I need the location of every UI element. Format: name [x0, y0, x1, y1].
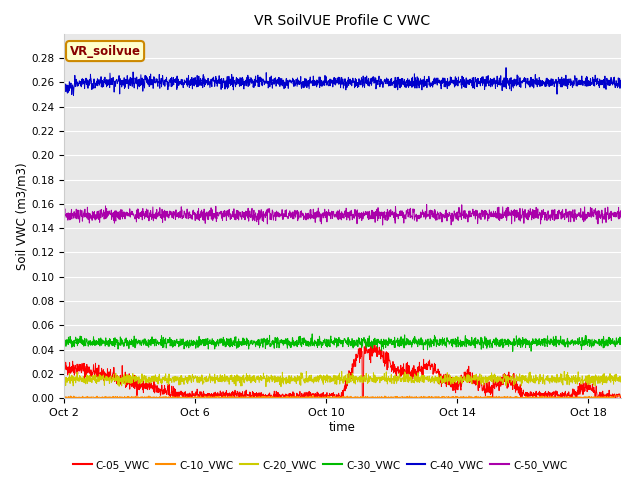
X-axis label: time: time: [329, 421, 356, 434]
C-30_VWC: [316, 339, 324, 345]
C-40_VWC: [89, 85, 97, 91]
C-20_VWC: [602, 380, 609, 385]
C-30_VWC: [331, 337, 339, 343]
C-40_VWC: [316, 74, 324, 80]
C-30_VWC: [601, 343, 609, 349]
C-20_VWC: [316, 372, 324, 378]
C-05_VWC: [371, 340, 379, 346]
C-20_VWC: [331, 381, 339, 387]
C-30_VWC: [499, 343, 506, 349]
C-50_VWC: [601, 211, 609, 216]
C-30_VWC: [308, 331, 316, 337]
C-40_VWC: [502, 65, 510, 71]
C-40_VWC: [331, 75, 339, 81]
C-20_VWC: [601, 376, 609, 382]
C-05_VWC: [60, 363, 68, 369]
C-05_VWC: [499, 382, 507, 388]
C-10_VWC: [89, 394, 97, 400]
C-05_VWC: [166, 396, 174, 401]
C-05_VWC: [601, 393, 609, 398]
C-10_VWC: [317, 395, 324, 400]
C-30_VWC: [617, 335, 625, 340]
C-40_VWC: [602, 74, 609, 80]
C-50_VWC: [379, 222, 387, 228]
C-20_VWC: [499, 378, 507, 384]
C-10_VWC: [310, 393, 317, 398]
C-05_VWC: [331, 394, 339, 400]
C-40_VWC: [60, 88, 68, 94]
C-50_VWC: [617, 214, 625, 220]
C-50_VWC: [88, 209, 96, 215]
C-05_VWC: [617, 395, 625, 400]
C-30_VWC: [88, 342, 96, 348]
Line: C-40_VWC: C-40_VWC: [64, 68, 621, 96]
Legend: C-05_VWC, C-10_VWC, C-20_VWC, C-30_VWC, C-40_VWC, C-50_VWC: C-05_VWC, C-10_VWC, C-20_VWC, C-30_VWC, …: [68, 456, 572, 475]
C-50_VWC: [331, 212, 339, 218]
C-05_VWC: [88, 370, 96, 375]
C-05_VWC: [316, 391, 324, 397]
C-40_VWC: [499, 82, 506, 88]
C-10_VWC: [499, 395, 507, 400]
Line: C-05_VWC: C-05_VWC: [64, 343, 621, 398]
C-20_VWC: [88, 373, 96, 379]
Line: C-10_VWC: C-10_VWC: [64, 396, 621, 398]
C-10_VWC: [601, 395, 609, 400]
C-50_VWC: [423, 202, 431, 207]
Line: C-30_VWC: C-30_VWC: [64, 334, 621, 351]
C-20_VWC: [277, 384, 285, 390]
Y-axis label: Soil VWC (m3/m3): Soil VWC (m3/m3): [15, 162, 28, 270]
C-50_VWC: [60, 213, 68, 218]
C-40_VWC: [70, 93, 77, 98]
C-40_VWC: [617, 77, 625, 83]
C-50_VWC: [316, 212, 324, 218]
C-40_VWC: [601, 73, 609, 79]
C-10_VWC: [617, 393, 625, 399]
Line: C-50_VWC: C-50_VWC: [64, 204, 621, 225]
C-10_VWC: [73, 395, 81, 401]
Text: VR_soilvue: VR_soilvue: [70, 45, 141, 58]
C-10_VWC: [60, 395, 68, 400]
Line: C-20_VWC: C-20_VWC: [64, 372, 621, 387]
C-50_VWC: [602, 205, 609, 211]
C-20_VWC: [338, 369, 346, 374]
C-10_VWC: [602, 394, 609, 399]
C-20_VWC: [60, 378, 68, 384]
C-05_VWC: [602, 394, 609, 399]
C-30_VWC: [509, 348, 516, 354]
C-20_VWC: [617, 379, 625, 384]
C-30_VWC: [60, 342, 68, 348]
C-50_VWC: [499, 210, 507, 216]
Title: VR SoilVUE Profile C VWC: VR SoilVUE Profile C VWC: [254, 14, 431, 28]
C-10_VWC: [332, 395, 339, 400]
C-30_VWC: [602, 338, 609, 344]
